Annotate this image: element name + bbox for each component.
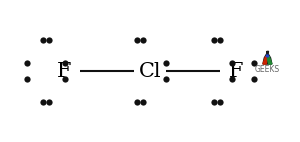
- Polygon shape: [267, 56, 272, 64]
- Polygon shape: [267, 51, 268, 54]
- Text: F: F: [57, 61, 71, 81]
- Polygon shape: [266, 53, 269, 57]
- Polygon shape: [263, 56, 267, 64]
- Text: F: F: [229, 61, 243, 81]
- Text: GEEKS: GEEKS: [255, 65, 280, 74]
- Text: Cl: Cl: [139, 61, 161, 81]
- Polygon shape: [263, 53, 272, 64]
